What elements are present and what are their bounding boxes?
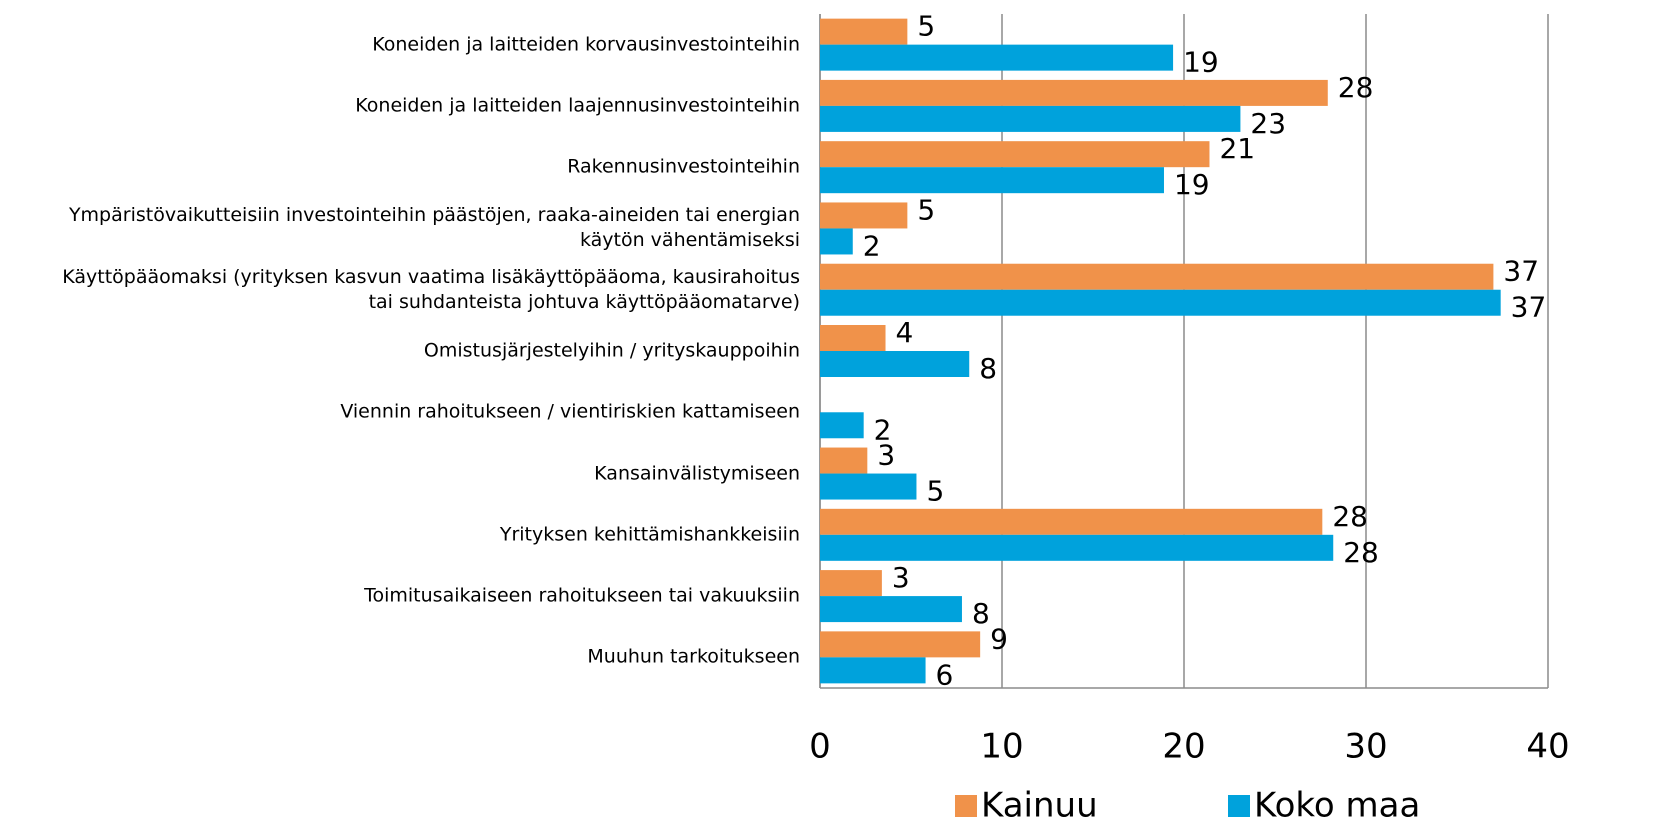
bar [820,141,1210,168]
data-label: 5 [917,10,935,43]
x-tick-label: 10 [980,727,1023,767]
bar [820,631,981,658]
data-label: 37 [1503,255,1539,288]
x-tick-label: 30 [1344,727,1387,767]
bar [820,534,1334,561]
y-tick-label: Ympäristövaikutteisiin investointeihin p… [68,204,800,252]
x-tick-label: 0 [809,727,831,767]
y-tick-label: Yrityksen kehittämishankkeisiin [499,523,800,546]
y-tick-label: Muuhun tarkoitukseen [587,645,800,668]
data-label: 23 [1250,107,1286,140]
bar [820,473,917,500]
bar [820,18,908,45]
bar [820,412,864,439]
data-label: 21 [1219,132,1255,165]
legend-swatch [1228,795,1250,817]
bar [820,44,1174,71]
bar [820,508,1323,535]
data-label: 2 [874,413,892,446]
data-label: 2 [863,229,881,262]
data-label: 3 [892,561,910,594]
data-label: 3 [877,439,895,472]
bar [820,79,1328,106]
legend-swatch [955,795,977,817]
y-tick-label: Viennin rahoitukseen / vientiriskien kat… [340,400,800,423]
bar [820,596,962,623]
y-tick-label: Omistusjärjestelyihin / yrityskauppoihin [423,339,800,362]
data-label: 8 [972,597,990,630]
data-label: 6 [936,658,954,691]
bar [820,351,970,377]
data-label: 8 [979,352,997,385]
y-tick-label: Koneiden ja laitteiden korvausinvestoint… [372,33,800,56]
bar [820,325,886,351]
data-label: 28 [1332,500,1368,533]
bar [820,447,868,474]
bar [820,167,1164,194]
data-label: 5 [917,193,935,226]
y-tick-label: Koneiden ja laitteiden laajennusinvestoi… [355,94,800,117]
y-tick-label: Rakennusinvestointeihin [567,155,800,178]
y-tick-label: Toimitusaikaiseen rahoitukseen tai vakuu… [364,584,800,607]
x-tick-label: 20 [1162,727,1205,767]
data-label: 4 [896,316,914,349]
bar [820,105,1241,132]
legend-label: Koko maa [1254,786,1420,826]
bar [820,570,882,597]
y-tick-label: Kansainvälistymiseen [594,462,800,485]
bar [820,657,926,684]
bar [820,228,853,255]
bar [820,289,1501,316]
data-label: 28 [1338,71,1374,104]
data-label: 9 [990,622,1008,655]
data-label: 5 [926,475,944,508]
data-label: 28 [1343,536,1379,569]
bar [820,263,1494,290]
legend-label: Kainuu [981,786,1098,826]
data-label: 37 [1511,291,1547,324]
bar [820,202,908,229]
data-label: 19 [1183,46,1219,79]
y-tick-label: Käyttöpääomaksi (yrityksen kasvun vaatim… [62,265,800,313]
x-tick-label: 40 [1526,727,1569,767]
data-label: 19 [1174,168,1210,201]
